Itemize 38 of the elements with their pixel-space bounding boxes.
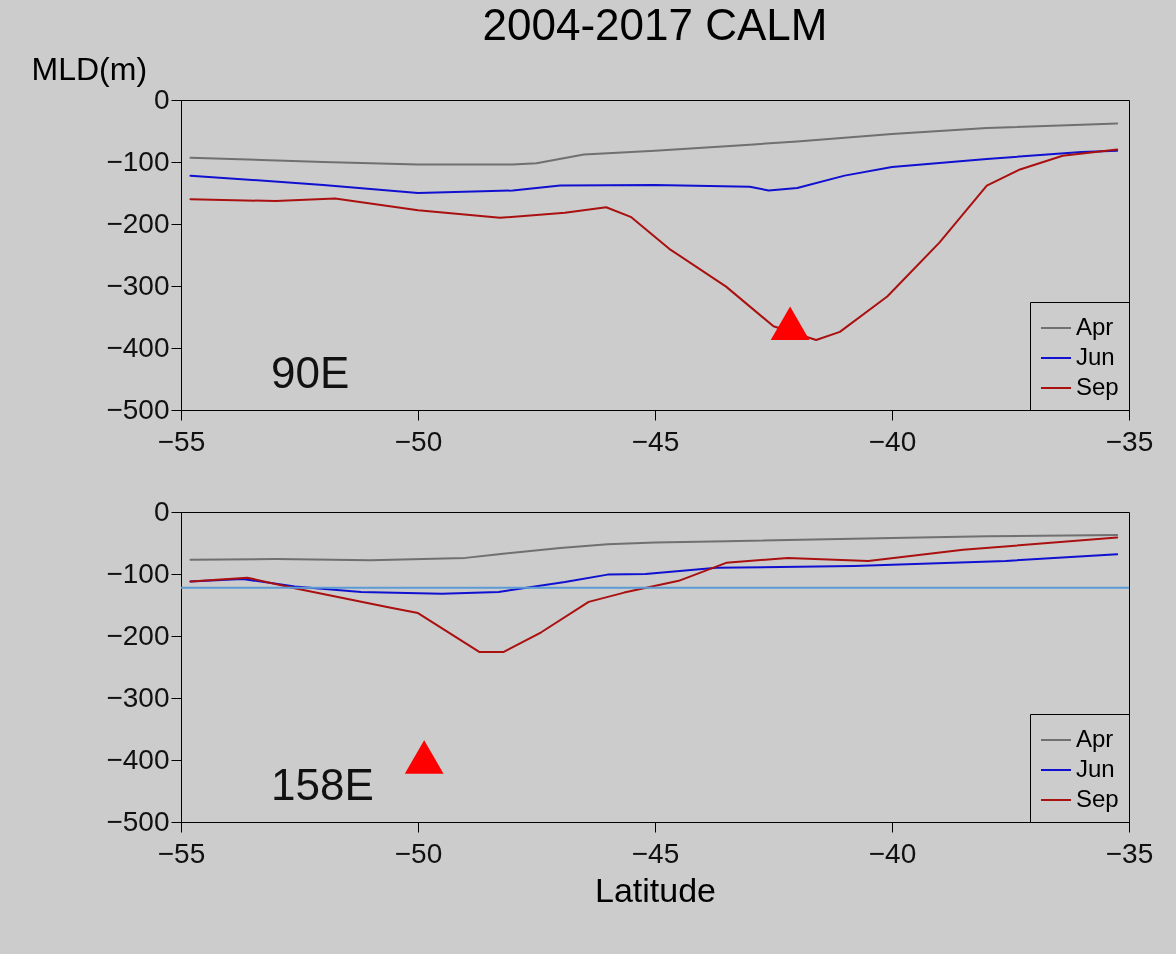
annotation: 90E — [271, 348, 350, 397]
legend-label: Apr — [1076, 725, 1114, 752]
legend-label: Sep — [1076, 373, 1119, 400]
x-tick-label: −40 — [868, 425, 917, 457]
y-tick-label: −300 — [106, 269, 170, 301]
x-axis-title: Latitude — [595, 870, 716, 909]
line-series — [189, 149, 1119, 194]
x-tick-label: −35 — [1105, 425, 1154, 457]
y-tick-label: 0 — [153, 83, 170, 115]
chart-title: 2004-2017 CALM — [482, 0, 828, 49]
annotation: 158E — [271, 760, 374, 809]
y-tick-label: −200 — [106, 207, 170, 239]
y-tick-label: −500 — [106, 805, 170, 837]
x-tick-label: −45 — [631, 425, 680, 457]
legend-label: Apr — [1076, 313, 1114, 340]
x-tick-label: −40 — [868, 837, 917, 869]
line-series — [189, 122, 1119, 166]
y-tick-label: −200 — [106, 619, 170, 651]
x-tick-label: −45 — [631, 837, 680, 869]
y-tick-label: −100 — [106, 557, 170, 589]
y-tick-label: −400 — [106, 743, 170, 775]
line-series — [189, 533, 1119, 562]
y-tick-label: −100 — [106, 145, 170, 177]
line-series — [189, 536, 1119, 654]
y-tick-label: −300 — [106, 681, 170, 713]
line-series — [189, 148, 1119, 341]
y-tick-label: −400 — [106, 331, 170, 363]
x-tick-label: −55 — [157, 837, 206, 869]
y-axis-title: MLD(m) — [31, 50, 148, 87]
y-tick-label: −500 — [106, 393, 170, 425]
legend-label: Jun — [1076, 343, 1115, 370]
x-tick-label: −50 — [394, 837, 443, 869]
y-tick-label: 0 — [153, 495, 170, 527]
x-tick-label: −55 — [157, 425, 206, 457]
legend-label: Jun — [1076, 755, 1115, 782]
x-tick-label: −35 — [1105, 837, 1154, 869]
x-tick-label: −50 — [394, 425, 443, 457]
legend-label: Sep — [1076, 785, 1119, 812]
